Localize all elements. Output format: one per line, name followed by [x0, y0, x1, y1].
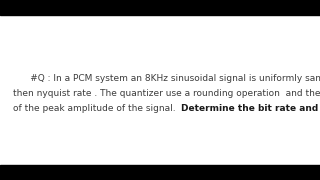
Bar [0, 15, 320, 165]
Text: of the peak amplitude of the signal.: of the peak amplitude of the signal. [13, 104, 181, 113]
Text: #Q : In a PCM system an 8KHz sinusoidal signal is uniformly sampled with a rate : #Q : In a PCM system an 8KHz sinusoidal … [13, 74, 320, 83]
Bar [0, 0, 320, 15]
Text: then nyquist rate . The quantizer use a rounding operation  and the maximum quan: then nyquist rate . The quantizer use a … [13, 89, 320, 98]
Text: Determine the bit rate and SNR of the system is dB.: Determine the bit rate and SNR of the sy… [181, 104, 320, 113]
Bar [0, 165, 320, 180]
